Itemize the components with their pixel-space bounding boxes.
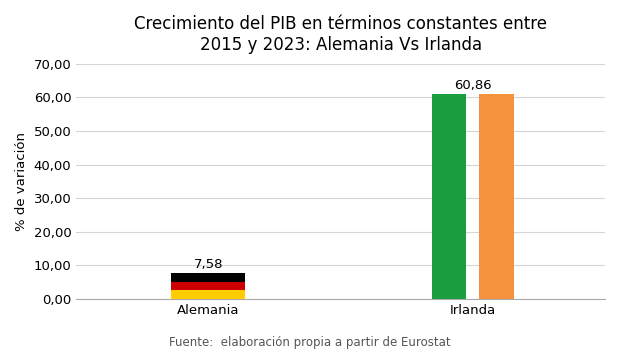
Bar bbox=[171, 274, 246, 282]
Title: Crecimiento del PIB en términos constantes entre
2015 y 2023: Alemania Vs Irland: Crecimiento del PIB en términos constant… bbox=[134, 15, 547, 54]
Text: Fuente:  elaboración propia a partir de Eurostat: Fuente: elaboración propia a partir de E… bbox=[169, 336, 451, 349]
Text: 60,86: 60,86 bbox=[454, 79, 492, 92]
Bar bbox=[479, 94, 514, 299]
Bar bbox=[171, 282, 246, 291]
Bar bbox=[432, 94, 466, 299]
Y-axis label: % de variación: % de variación bbox=[15, 132, 28, 231]
Bar bbox=[171, 291, 246, 299]
Text: 7,58: 7,58 bbox=[193, 258, 223, 271]
